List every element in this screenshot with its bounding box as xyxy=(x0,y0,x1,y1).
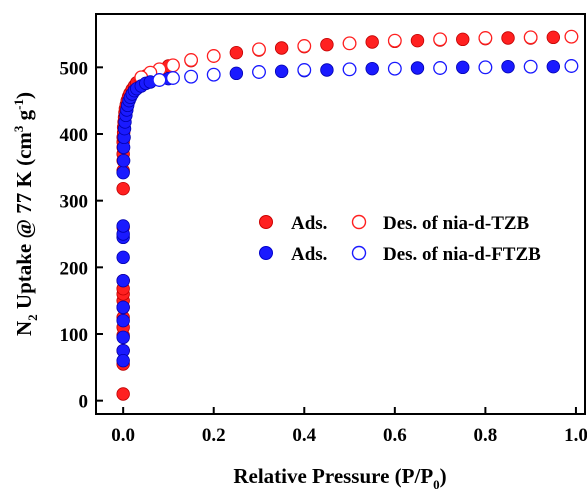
y-axis-label-end: ) xyxy=(12,92,36,99)
data-point xyxy=(116,300,130,315)
data-point xyxy=(152,73,167,87)
data-point xyxy=(252,65,266,79)
x-tick-label: 0.4 xyxy=(292,425,316,446)
data-point xyxy=(116,165,130,180)
y-axis: 0 100 200 300 400 500 xyxy=(60,58,103,413)
x-axis-label: Relative Pressure (P/P0) xyxy=(233,464,446,490)
series-des-of-nia-d-ftzb xyxy=(152,59,579,87)
y-tick-label: 400 xyxy=(60,125,89,146)
x-tick-label: 1.0 xyxy=(564,425,587,446)
data-point xyxy=(116,313,130,328)
data-point xyxy=(342,62,357,77)
x-axis: 0.0 0.2 0.4 0.6 0.8 1.0 xyxy=(111,407,587,446)
data-point xyxy=(501,31,515,45)
data-point xyxy=(297,63,312,77)
data-point xyxy=(387,61,402,76)
data-point xyxy=(320,37,334,52)
data-point xyxy=(184,53,199,67)
data-point xyxy=(410,33,425,48)
data-point xyxy=(564,59,579,73)
data-point xyxy=(166,71,180,85)
data-point xyxy=(456,60,470,75)
data-point xyxy=(433,32,448,47)
y-axis-label-mid2: g xyxy=(12,109,36,125)
legend-label-ftzb-ads: Ads. xyxy=(291,244,327,265)
data-point xyxy=(116,387,130,401)
data-point xyxy=(166,58,180,73)
data-point xyxy=(342,36,357,51)
y-tick-label: 100 xyxy=(60,325,89,346)
y-axis-label-sup2: -1 xyxy=(11,99,26,110)
data-point xyxy=(387,33,402,48)
data-point xyxy=(297,39,312,53)
data-point xyxy=(478,60,493,75)
data-point xyxy=(206,67,221,82)
legend-label-ftzb-des: Des. of nia-d-FTZB xyxy=(383,244,541,265)
data-point xyxy=(433,61,448,75)
data-point xyxy=(116,273,130,288)
data-point xyxy=(564,29,579,44)
data-point xyxy=(116,153,131,168)
y-axis-label-pre: N xyxy=(12,321,36,336)
x-axis-label-sub: 0 xyxy=(433,477,440,490)
data-point xyxy=(274,41,289,55)
data-point xyxy=(365,61,379,76)
legend-label-tzb-ads: Ads. xyxy=(291,213,327,234)
data-point xyxy=(410,61,425,75)
y-tick-label: 300 xyxy=(60,192,89,213)
y-tick-label: 0 xyxy=(79,392,89,413)
data-point xyxy=(523,30,538,45)
y-axis-label-sup1: 3 xyxy=(11,125,26,132)
x-tick-label: 0.6 xyxy=(383,425,407,446)
data-point xyxy=(116,353,130,368)
data-point xyxy=(274,64,289,79)
legend-marker-ftzb-ads xyxy=(259,246,273,260)
data-point xyxy=(116,219,130,233)
data-point xyxy=(523,59,538,74)
data-point xyxy=(546,59,561,74)
legend-marker-ftzb-des xyxy=(351,245,367,261)
data-point xyxy=(229,66,244,81)
legend-marker-tzb-ads xyxy=(259,215,273,229)
y-tick-label: 500 xyxy=(60,58,89,79)
x-axis-label-end: ) xyxy=(440,464,447,488)
data-point xyxy=(252,42,266,57)
y-axis-label-mid: Uptake @ 77 K (cm xyxy=(12,132,36,315)
legend-marker-tzb-des xyxy=(351,214,367,230)
data-point xyxy=(116,181,130,196)
data-point xyxy=(501,59,515,74)
series-des-of-nia-d-tzb xyxy=(134,29,579,85)
data-point xyxy=(456,32,470,47)
y-axis-label: N2 Uptake @ 77 K (cm3 g-1) xyxy=(11,92,40,336)
y-axis-label-sub: 2 xyxy=(25,314,40,321)
data-point xyxy=(546,30,561,45)
data-point xyxy=(116,250,130,265)
data-point xyxy=(206,49,221,63)
x-tick-label: 0.8 xyxy=(474,425,498,446)
x-tick-label: 0.2 xyxy=(202,425,226,446)
x-tick-label: 0.0 xyxy=(111,425,135,446)
legend-label-tzb-des: Des. of nia-d-TZB xyxy=(383,213,530,234)
legend: Ads. Des. of nia-d-TZB Ads. Des. of nia-… xyxy=(259,213,541,265)
data-point xyxy=(229,45,244,60)
data-point xyxy=(184,69,199,84)
data-point xyxy=(320,63,334,77)
data-point xyxy=(365,35,379,49)
data-point xyxy=(478,31,493,45)
plot-frame xyxy=(95,13,586,415)
y-tick-label: 200 xyxy=(60,258,89,279)
x-axis-label-main: Relative Pressure (P/P xyxy=(233,464,433,488)
data-point xyxy=(116,330,130,345)
plot-area xyxy=(116,29,579,401)
